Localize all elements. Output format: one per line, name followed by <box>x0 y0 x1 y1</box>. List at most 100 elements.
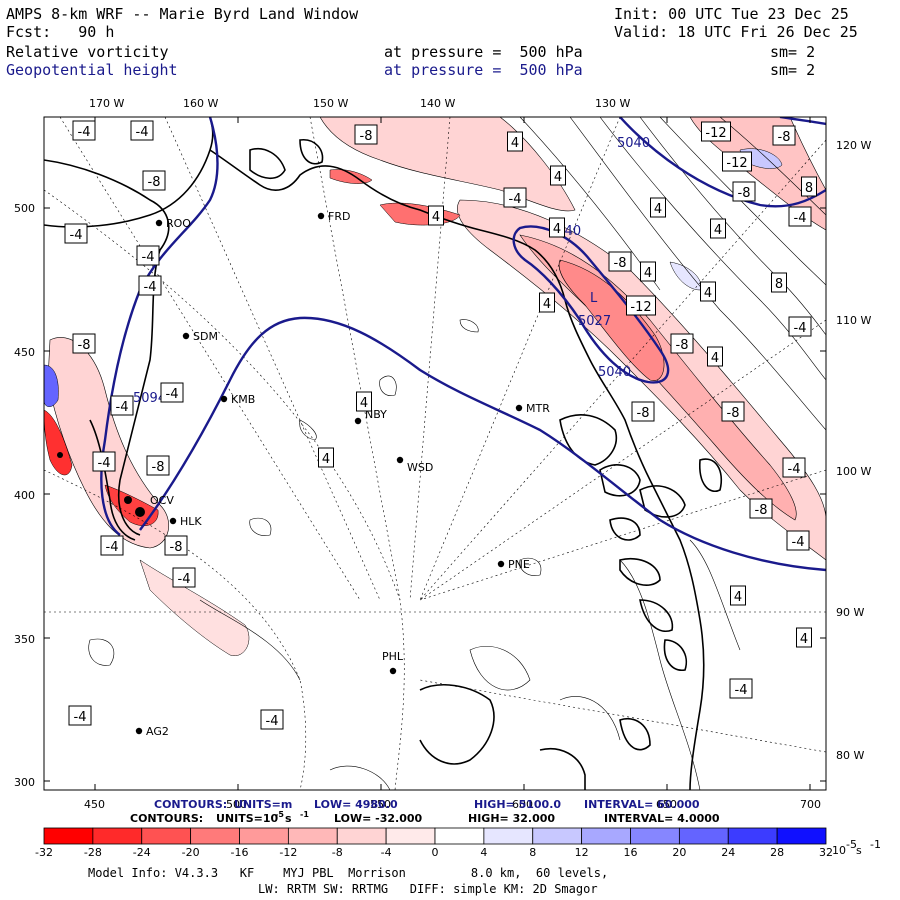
vorticity-label-box <box>68 705 92 726</box>
vorticity-label: -8 <box>727 406 740 421</box>
station-dot-phl <box>389 667 397 675</box>
colorbar-tick: -20 <box>182 846 200 859</box>
field2-level: at pressure = 500 hPa <box>384 61 583 79</box>
vorticity-label-box <box>142 170 166 191</box>
vorticity-label: 4 <box>554 170 562 185</box>
vorticity-label: -4 <box>70 228 83 243</box>
colorbar-tick: -28 <box>84 846 102 859</box>
height-label-low-south: 5040 <box>598 365 631 380</box>
vorticity-label: -4 <box>136 125 149 140</box>
vorticity-label-box <box>136 245 160 266</box>
contours1-interval: INTERVAL= 60.000 <box>584 798 700 811</box>
colorbar-units-tail: s <box>856 844 862 857</box>
station-dot-wsd <box>396 456 404 464</box>
vorticity-label: -8 <box>755 503 768 518</box>
vorticity-label: 4 <box>644 266 652 281</box>
forecast-hour: Fcst: 90 h <box>6 23 115 41</box>
contours2-label: CONTOURS: <box>130 812 203 825</box>
colorbar-swatch <box>190 827 240 845</box>
vorticity-label-box <box>160 382 184 403</box>
vorticity-label: -12 <box>726 156 747 171</box>
x-700: 700 <box>800 798 821 811</box>
vorticity-label-box <box>730 585 746 606</box>
contours2-high: HIGH= 32.000 <box>468 812 555 825</box>
vorticity-label: -12 <box>630 300 651 315</box>
vorticity-label-box <box>786 530 810 551</box>
vorticity-label-box <box>354 124 378 145</box>
vorticity-label: 4 <box>714 223 722 238</box>
map-frame <box>43 116 827 791</box>
station-markers: ROO FRD SDM KMB NBY MTR WSD HLK PNE PHL … <box>135 210 550 738</box>
contours1-units: UNITS=m <box>234 798 292 811</box>
station-sdm: SDM <box>193 330 218 343</box>
vorticity-label-box <box>92 451 116 472</box>
coastline <box>44 117 722 790</box>
vorticity-label: -4 <box>788 462 801 477</box>
colorbar-swatch <box>678 827 729 845</box>
vorticity-label: -4 <box>178 572 191 587</box>
vorticity-label-box <box>72 120 96 141</box>
x-550: 550 <box>370 798 391 811</box>
model-info: Model Info: V4.3.3 KF MYJ PBL Morrison 8… <box>88 866 609 880</box>
vorticity-label-box <box>138 275 162 296</box>
lon-right-100: 100 W <box>836 465 871 478</box>
contour-info: CONTOURS: UNITS=m LOW= 4980.0 HIGH= 5100… <box>130 798 720 825</box>
vorticity-label: 4 <box>360 396 368 411</box>
station-ag2: AG2 <box>146 725 169 738</box>
vorticity-label-box <box>626 295 656 316</box>
vorticity-label: -4 <box>166 387 179 402</box>
field1-level: at pressure = 500 hPa <box>384 43 583 61</box>
vorticity-label: -8 <box>778 130 791 145</box>
vorticity-labels: -4 -4 -8 -8 -4 -4 -4 -4 -8 -4 -8 -4 -8 -4 -4 -4 -4 4 4 4 4 4 4… <box>64 120 817 730</box>
lon-top-140: 140 W <box>420 97 455 110</box>
colorbar-swatch <box>727 827 778 845</box>
height-contour-northeast-2 <box>779 117 826 126</box>
height-contour-west <box>100 117 219 536</box>
vorticity-label: -8 <box>676 338 689 353</box>
station-dot-nby <box>354 417 362 425</box>
vorticity-label-box <box>631 401 655 422</box>
vorticity-label-box <box>640 261 656 282</box>
vorticity-contours <box>88 117 826 790</box>
axis-labels: 170 W 160 W 150 W 140 W 130 W 120 W 110 … <box>14 97 871 811</box>
vorticity-label-box <box>550 165 566 186</box>
vorticity-label: 4 <box>734 590 742 605</box>
vorticity-label: -4 <box>74 710 87 725</box>
vorticity-band-southeast-inner <box>558 259 665 381</box>
vorticity-label: -4 <box>98 456 111 471</box>
station-dot-mtr <box>515 404 523 412</box>
vorticity-label-box <box>670 333 694 354</box>
colorbar-tick: 0 <box>432 846 439 859</box>
station-dot-sdm <box>182 332 190 340</box>
colorbar-swatch <box>43 827 94 845</box>
vorticity-label-box <box>782 457 806 478</box>
vorticity-label-box <box>146 455 170 476</box>
lon-right-90: 90 W <box>836 606 864 619</box>
vorticity-label-box <box>503 187 527 208</box>
colorbar-tick: 12 <box>575 846 589 859</box>
vorticity-label: 4 <box>711 351 719 366</box>
init-time: Init: 00 UTC Tue 23 Dec 25 <box>614 5 849 23</box>
colorbar-tick: 20 <box>672 846 686 859</box>
colorbar-swatch <box>532 827 583 845</box>
colorbar-tick: -32 <box>35 846 53 859</box>
vorticity-label: 4 <box>511 136 519 151</box>
x-650: 650 <box>656 798 677 811</box>
lon-top-150: 150 W <box>313 97 348 110</box>
vorticity-label-box <box>710 218 726 239</box>
strong-vorticity-west <box>44 409 73 476</box>
y-500: 500 <box>14 202 35 215</box>
vorticity-label: -8 <box>738 186 751 201</box>
station-ocv: OCV <box>150 494 174 507</box>
colorbar-swatch <box>239 827 289 845</box>
field2-smoothing: sm= 2 <box>770 61 816 79</box>
y-350: 350 <box>14 633 35 646</box>
vorticity-label: 4 <box>800 632 808 647</box>
colorbar-units: 10 <box>832 844 846 857</box>
vorticity-label-box <box>721 401 745 422</box>
vorticity-label-box <box>110 395 134 416</box>
vorticity-label-box <box>172 567 196 588</box>
vorticity-label: -8 <box>170 540 183 555</box>
station-dot-ag2 <box>135 727 143 735</box>
vorticity-label: -8 <box>360 129 373 144</box>
